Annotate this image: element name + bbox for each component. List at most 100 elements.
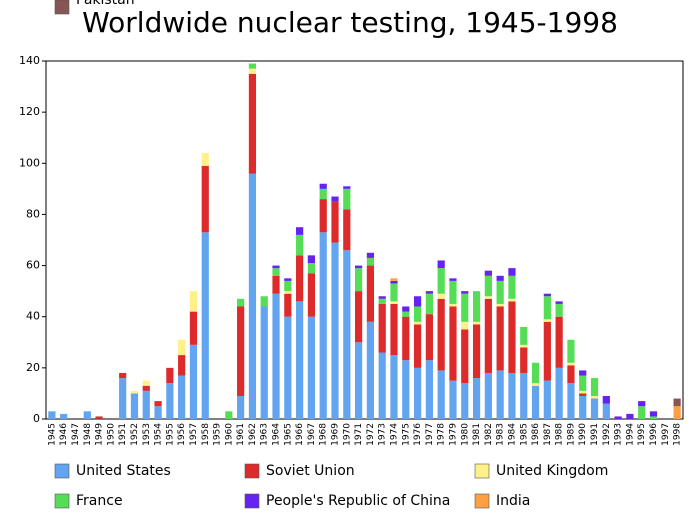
bar-segment [543,319,551,322]
bar-segment [496,370,504,419]
bar-segment [331,201,339,243]
bar-segment [484,275,492,297]
legend-label: France [76,493,123,509]
bar-segment [437,260,445,269]
x-tick-label: 1970 [342,423,352,446]
bar-segment [284,316,292,419]
bar-segment [319,183,327,189]
bar-segment [166,367,174,384]
bar-segment [248,68,257,74]
bar-segment [567,362,575,366]
bar-segment [272,275,280,294]
bar-segment [555,303,563,317]
x-tick-label: 1979 [448,423,458,446]
bar-segment [331,196,339,202]
bar-segment [130,390,139,394]
bar-segment [248,173,257,419]
x-tick-label: 1988 [555,423,565,446]
bar-segment [425,291,433,294]
legend-label: United Kingdom [496,463,608,479]
bar-segment [673,406,681,419]
bar-segment [508,301,516,373]
bar-segment [472,324,481,379]
x-tick-label: 1987 [543,423,553,446]
bar-segment [366,257,374,266]
x-tick-label: 1998 [673,423,683,446]
bar-segment [543,296,551,320]
x-tick-label: 1958 [201,423,211,446]
bar-segment [649,416,658,419]
bar-segment [402,316,410,361]
y-tick-label: 20 [26,361,40,374]
bar-segment [437,370,445,419]
x-tick-label: 1947 [71,423,81,446]
bar-segment [402,311,410,317]
bar-segment [260,306,268,419]
bar-segment [343,186,351,189]
y-tick-label: 140 [19,54,40,67]
legend-swatch [54,493,70,509]
x-tick-label: 1980 [460,423,470,446]
bar-segment [590,398,599,419]
x-tick-label: 1975 [401,423,411,446]
x-tick-label: 1973 [378,423,388,446]
legend-swatch [474,463,490,479]
x-tick-label: 1955 [165,423,175,446]
bar-segment [154,401,162,407]
bar-segment [626,413,634,419]
bar-segment [461,291,469,294]
bar-segment [413,306,422,322]
x-tick-label: 1950 [106,423,116,446]
bar-segment [343,209,351,251]
x-tick-label: 1961 [236,423,246,446]
x-tick-label: 1974 [389,423,399,446]
x-tick-label: 1989 [566,423,576,446]
bar-segment [531,362,540,384]
bar-segment [543,380,551,419]
bar-segment [590,395,599,399]
bar-segment [343,250,351,419]
bar-segment [272,268,280,276]
bar-segment [319,188,327,200]
bar-segment [189,344,198,419]
bar-segment [567,339,575,363]
bar-segment [130,393,139,419]
bar-segment [425,314,433,361]
bar-segment [142,390,150,419]
bar-segment [579,375,587,391]
legend-swatch [244,493,260,509]
bar-segment [472,291,481,322]
bar-segment [413,367,422,419]
x-tick-label: 1982 [484,423,494,446]
bar-segment [378,303,386,353]
bar-segment [543,293,551,297]
x-tick-label: 1966 [295,423,305,446]
bar-segment [461,329,469,384]
bar-segment [508,275,516,299]
bar-segment [390,280,398,284]
x-tick-label: 1959 [213,423,223,446]
bar-segment [555,301,563,304]
bar-segment [307,273,316,317]
bar-segment [472,321,481,325]
bar-segment [484,270,492,276]
x-tick-label: 1957 [189,423,199,446]
bar-segment [296,301,304,419]
bar-segment [284,293,292,317]
bar-segment [296,255,304,302]
x-tick-label: 1969 [331,423,341,446]
bar-segment [638,406,646,419]
bar-segment [437,293,445,299]
bar-segment [284,278,292,281]
bar-segment [555,367,563,419]
bar-segment [296,234,304,256]
x-tick-label: 1946 [59,423,69,446]
bar-segment [366,265,374,322]
bar-segment [343,188,351,210]
x-tick-label: 1965 [283,423,293,446]
x-tick-label: 1960 [224,423,234,446]
bar-segment [378,298,386,304]
x-tick-label: 1952 [130,423,140,446]
bar-segment [378,296,386,299]
